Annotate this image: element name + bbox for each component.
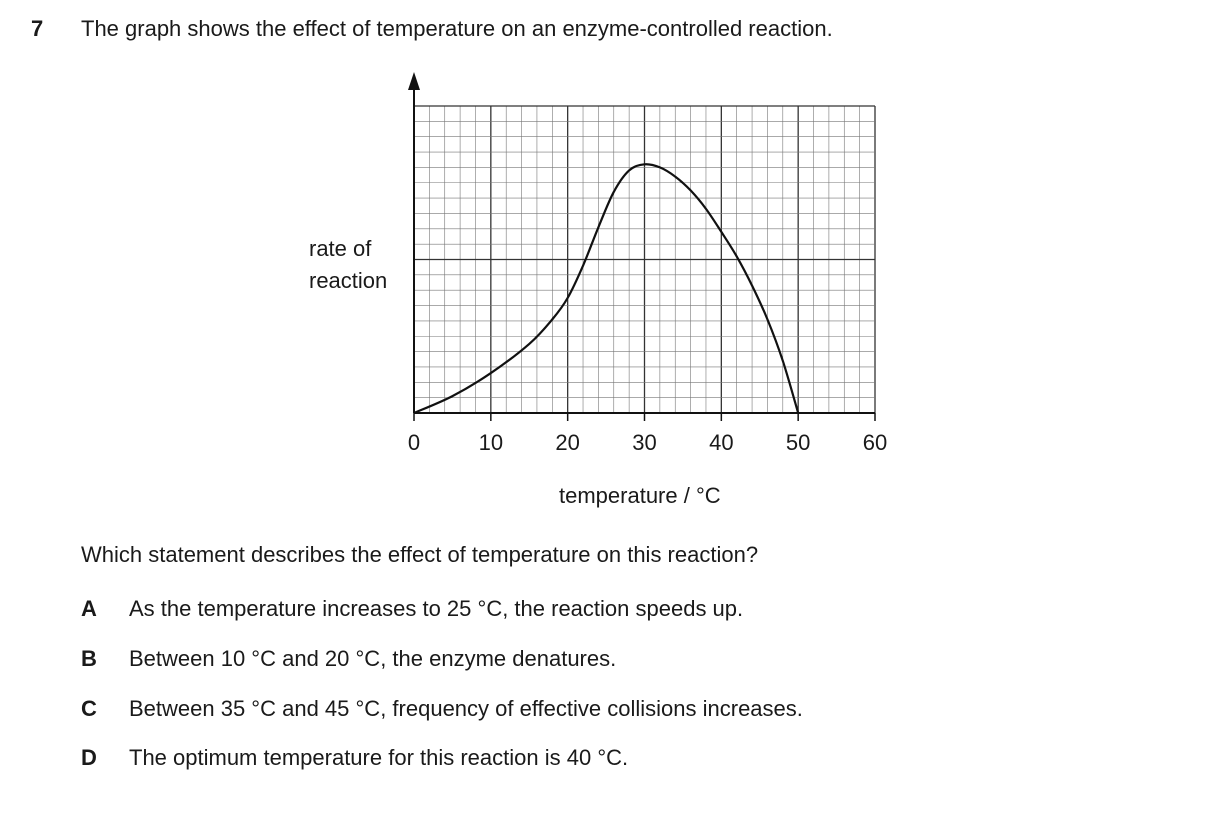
question-stem: The graph shows the effect of temperatur… [81,16,833,41]
temperature-rate-graph: 0 10 20 30 40 50 60 [408,72,887,455]
rate-curve [413,163,800,415]
option-text: The optimum temperature for this reactio… [129,745,629,770]
option-text: As the temperature increases to 25 °C, t… [129,596,744,621]
x-tick-label: 40 [709,430,733,455]
question-prompt: Which statement describes the effect of … [81,542,759,567]
option-letter: D [81,745,97,770]
y-axis-arrow-icon [408,72,420,90]
option-letter: A [81,596,97,621]
option-letter: B [81,646,97,671]
x-tick-label: 60 [863,430,887,455]
option-text: Between 10 °C and 20 °C, the enzyme dena… [129,646,617,671]
y-axis-label: rate of reaction [309,236,388,293]
x-tick-label: 20 [555,430,579,455]
x-tick-label: 30 [632,430,656,455]
x-tick-label: 50 [786,430,810,455]
x-tick-label: 0 [408,430,420,455]
option-text: Between 35 °C and 45 °C, frequency of ef… [129,696,803,721]
question-number: 7 [31,16,44,41]
option-letter: C [81,696,97,721]
x-axis-label: temperature / °C [559,483,721,508]
x-tick-label: 10 [479,430,503,455]
